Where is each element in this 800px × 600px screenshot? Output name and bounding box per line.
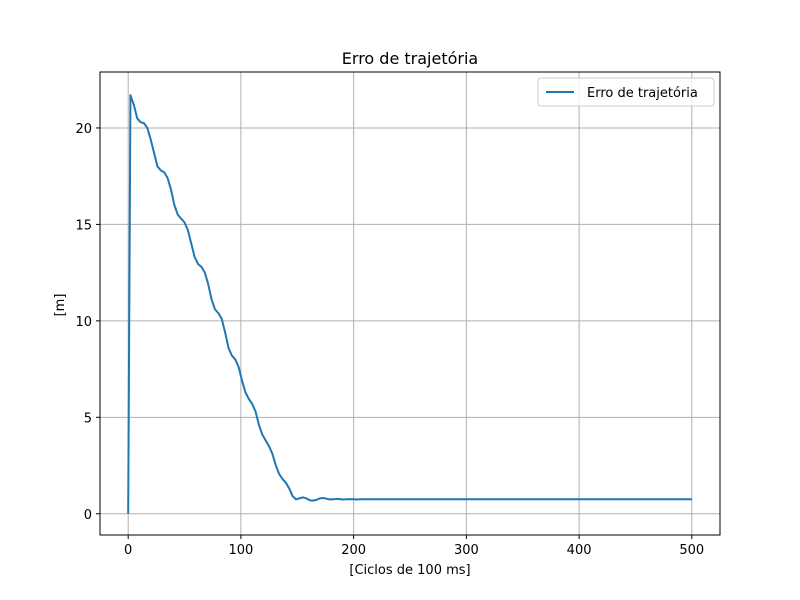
x-tick-label: 100 <box>228 543 253 558</box>
y-tick-label: 10 <box>75 315 92 330</box>
x-axis: 0 100 200 300 400 500 <box>124 535 704 558</box>
y-tick-label: 20 <box>75 122 92 137</box>
axes-frame <box>99 71 721 536</box>
series-line-0 <box>127 94 692 514</box>
axes-border <box>99 71 721 536</box>
x-tick-label: 200 <box>341 543 366 558</box>
grid <box>100 72 720 535</box>
y-tick-label: 15 <box>75 218 92 233</box>
x-tick-label: 500 <box>679 543 704 558</box>
legend-box <box>537 77 715 107</box>
y-axis: 0 5 10 15 20 <box>75 122 100 523</box>
x-tick-label: 0 <box>124 543 132 558</box>
chart-title: Erro de trajetória <box>342 49 478 68</box>
x-tick-label: 300 <box>454 543 479 558</box>
legend: Erro de trajetória <box>537 77 715 107</box>
legend-label: Erro de trajetória <box>587 86 698 101</box>
x-axis-label: [Ciclos de 100 ms] <box>349 563 470 578</box>
y-axis-label: [m] <box>53 294 68 317</box>
y-tick-label: 0 <box>84 508 92 523</box>
plot-area <box>127 94 692 514</box>
y-tick-label: 5 <box>84 411 92 426</box>
x-tick-label: 400 <box>567 543 592 558</box>
